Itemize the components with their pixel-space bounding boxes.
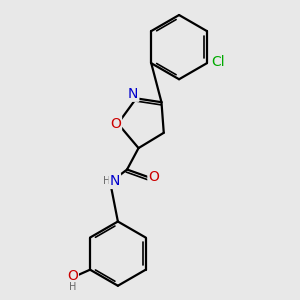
Text: H: H (69, 281, 76, 292)
Text: O: O (67, 269, 78, 283)
Text: H: H (103, 176, 111, 186)
Text: N: N (110, 174, 120, 188)
Text: O: O (110, 117, 121, 130)
Text: N: N (128, 87, 138, 101)
Text: O: O (148, 170, 159, 184)
Text: Cl: Cl (212, 55, 225, 69)
